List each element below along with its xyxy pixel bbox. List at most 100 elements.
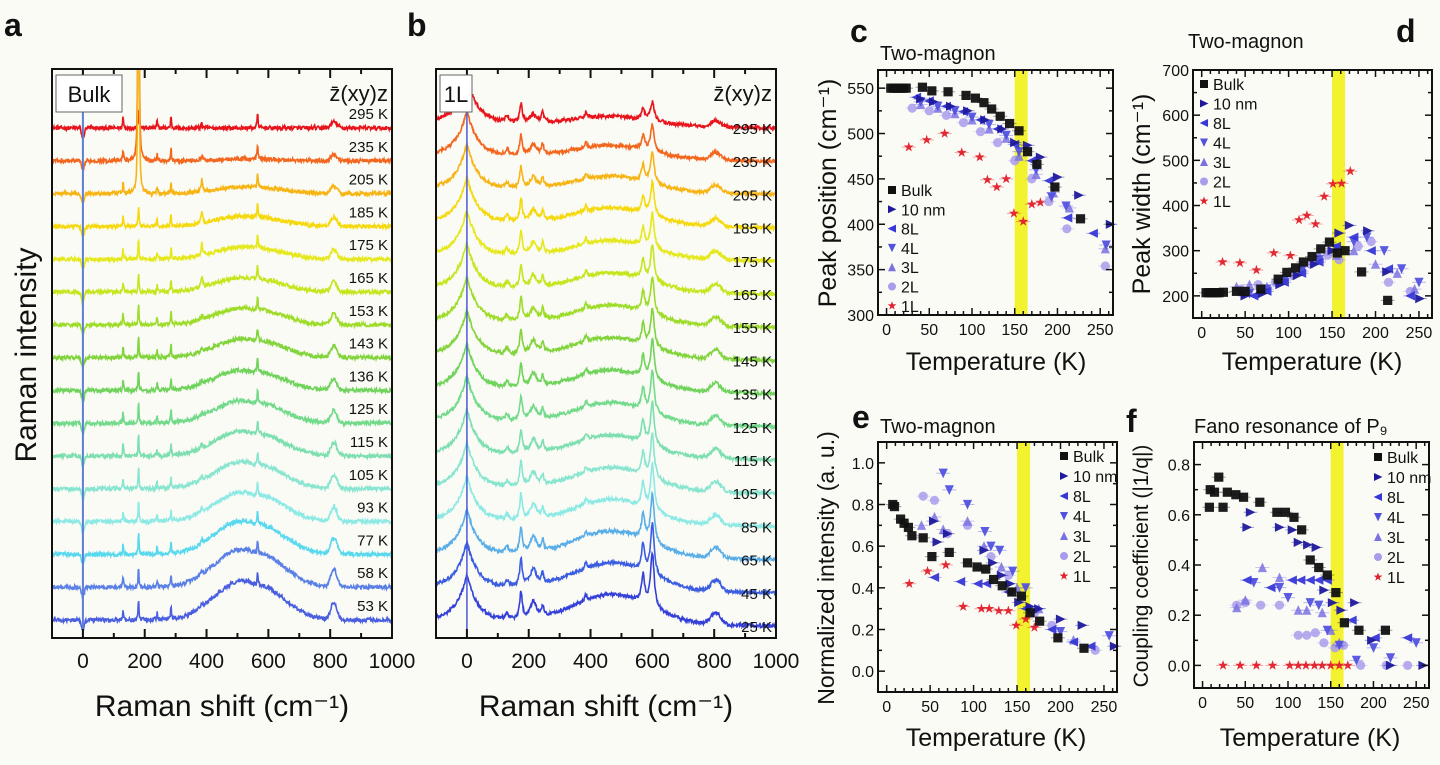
data-point-4l <box>1046 192 1057 203</box>
data-point-bulk <box>1280 507 1291 517</box>
data-point-1l <box>1018 216 1029 226</box>
data-point-10-nm <box>1363 226 1373 236</box>
legend-marker <box>1060 552 1068 560</box>
data-point-bulk <box>907 531 917 541</box>
legend-label: 3L <box>1387 530 1405 547</box>
data-point-1l <box>1293 660 1304 670</box>
y-tick-label: 0.4 <box>1168 558 1190 575</box>
spectrum-trace <box>436 369 776 431</box>
y-tick-label: 0.8 <box>1168 458 1190 475</box>
legend-marker <box>887 224 896 233</box>
x-tick-label: 250 <box>1406 325 1433 342</box>
data-point-4l <box>1055 627 1066 637</box>
data-point-8l <box>1402 633 1413 643</box>
data-point-bulk <box>1298 257 1308 267</box>
data-point-10-nm <box>1311 542 1322 552</box>
temperature-label: 93 K <box>357 500 388 517</box>
data-point-1l <box>982 174 993 185</box>
legend: Bulk 10 nm 8L 4L 3L 2L 1L <box>887 183 945 316</box>
data-point-bulk <box>1204 502 1214 512</box>
data-point-8l <box>1265 583 1276 593</box>
data-point-10-nm <box>932 537 943 547</box>
data-point-1l <box>1008 208 1019 218</box>
data-point-bulk <box>1316 244 1326 254</box>
data-point-4l <box>1397 264 1407 274</box>
data-point-4l <box>980 527 990 537</box>
x-tick-label: 800 <box>697 650 732 673</box>
legend-label: 8L <box>901 222 919 239</box>
data-point-1l <box>1035 197 1046 207</box>
panel-e-ylabel: Normalized intensity (a. u.) <box>813 431 839 705</box>
data-point-bulk <box>918 533 928 543</box>
data-point-bulk <box>1050 182 1060 192</box>
x-tick-label: 200 <box>1362 325 1389 342</box>
polarization-label: z̄(xy)z <box>329 81 388 106</box>
data-point-bulk <box>1307 251 1317 262</box>
data-point-10-nm <box>1310 259 1320 269</box>
data-point-bulk <box>1354 625 1364 635</box>
y-tick-label: 200 <box>1162 289 1189 306</box>
data-point-10-nm <box>946 101 956 111</box>
data-point-4l <box>1414 277 1424 288</box>
data-point-10-nm <box>963 106 973 116</box>
data-point-1l <box>1251 660 1262 670</box>
data-point-1l <box>1029 622 1040 632</box>
data-point-10-nm <box>1292 270 1303 281</box>
data-point-3l <box>1370 259 1381 269</box>
panel-f-title: Fano resonance of P₉ <box>1194 416 1388 438</box>
x-tick-label: 0 <box>1198 695 1207 712</box>
data-point-10-nm <box>1245 507 1256 517</box>
x-tick-label: 1000 <box>369 650 416 673</box>
data-point-3l <box>1317 607 1327 618</box>
data-point-10-nm <box>1035 152 1046 162</box>
temperature-label: 185 K <box>733 221 772 238</box>
spectrum-trace <box>52 329 392 369</box>
data-point-10-nm <box>1385 660 1396 670</box>
spectrum-trace <box>436 307 776 365</box>
x-tick-label: 400 <box>189 650 224 673</box>
temperature-label: 155 K <box>733 320 772 337</box>
legend-marker <box>1059 492 1068 500</box>
temperature-label: 105 K <box>349 467 388 484</box>
legend-label: 8L <box>1073 489 1091 506</box>
data-point-2l <box>1403 660 1413 671</box>
data-point-2l <box>993 137 1003 148</box>
sample-label-box <box>439 74 473 113</box>
legend-marker <box>1060 512 1068 521</box>
y-tick-label: 350 <box>847 263 874 280</box>
data-point-10-nm <box>1344 220 1355 230</box>
spectrum-trace <box>436 490 776 564</box>
data-point-10-nm <box>980 115 990 125</box>
data-point-2l <box>941 110 951 120</box>
data-point-10-nm <box>1350 598 1360 608</box>
legend-marker <box>1373 572 1383 581</box>
data-point-bulk <box>1331 588 1341 598</box>
data-point-10-nm <box>942 529 953 539</box>
data-point-4l <box>938 468 948 479</box>
temperature-label: 115 K <box>734 453 772 470</box>
data-point-4l <box>1001 130 1011 141</box>
panel-label-c: c <box>850 13 868 49</box>
temperature-label: 85 K <box>741 519 772 536</box>
data-point-8l <box>1261 286 1272 296</box>
panel-c-plot: 0 50 100 150 200 250 300 350 400 450 500 550 Bulk 10 … <box>847 69 1118 339</box>
data-point-10-nm <box>1287 525 1298 535</box>
y-tick-label: 600 <box>1162 108 1189 125</box>
panel-b-xlabel: Raman shift (cm⁻¹) <box>479 690 733 723</box>
data-point-4l <box>1061 201 1071 212</box>
temperature-label: 185 K <box>349 204 388 221</box>
legend-marker <box>1200 138 1208 147</box>
legend-label: 2L <box>1073 549 1091 566</box>
legend-label: 4L <box>901 241 919 258</box>
spectrum-trace <box>52 481 392 535</box>
panel-label-b: b <box>407 7 427 43</box>
data-point-10-nm <box>928 97 939 107</box>
data-point-1l <box>976 603 987 613</box>
x-tick-label: 1000 <box>753 650 800 673</box>
data-point-bulk <box>1357 267 1367 277</box>
x-tick-label: 200 <box>1044 322 1071 339</box>
legend-label: 1L <box>1213 194 1231 211</box>
temperature-label: 165 K <box>349 270 388 287</box>
data-point-1l <box>1001 173 1012 184</box>
data-point-4l <box>1101 240 1111 251</box>
